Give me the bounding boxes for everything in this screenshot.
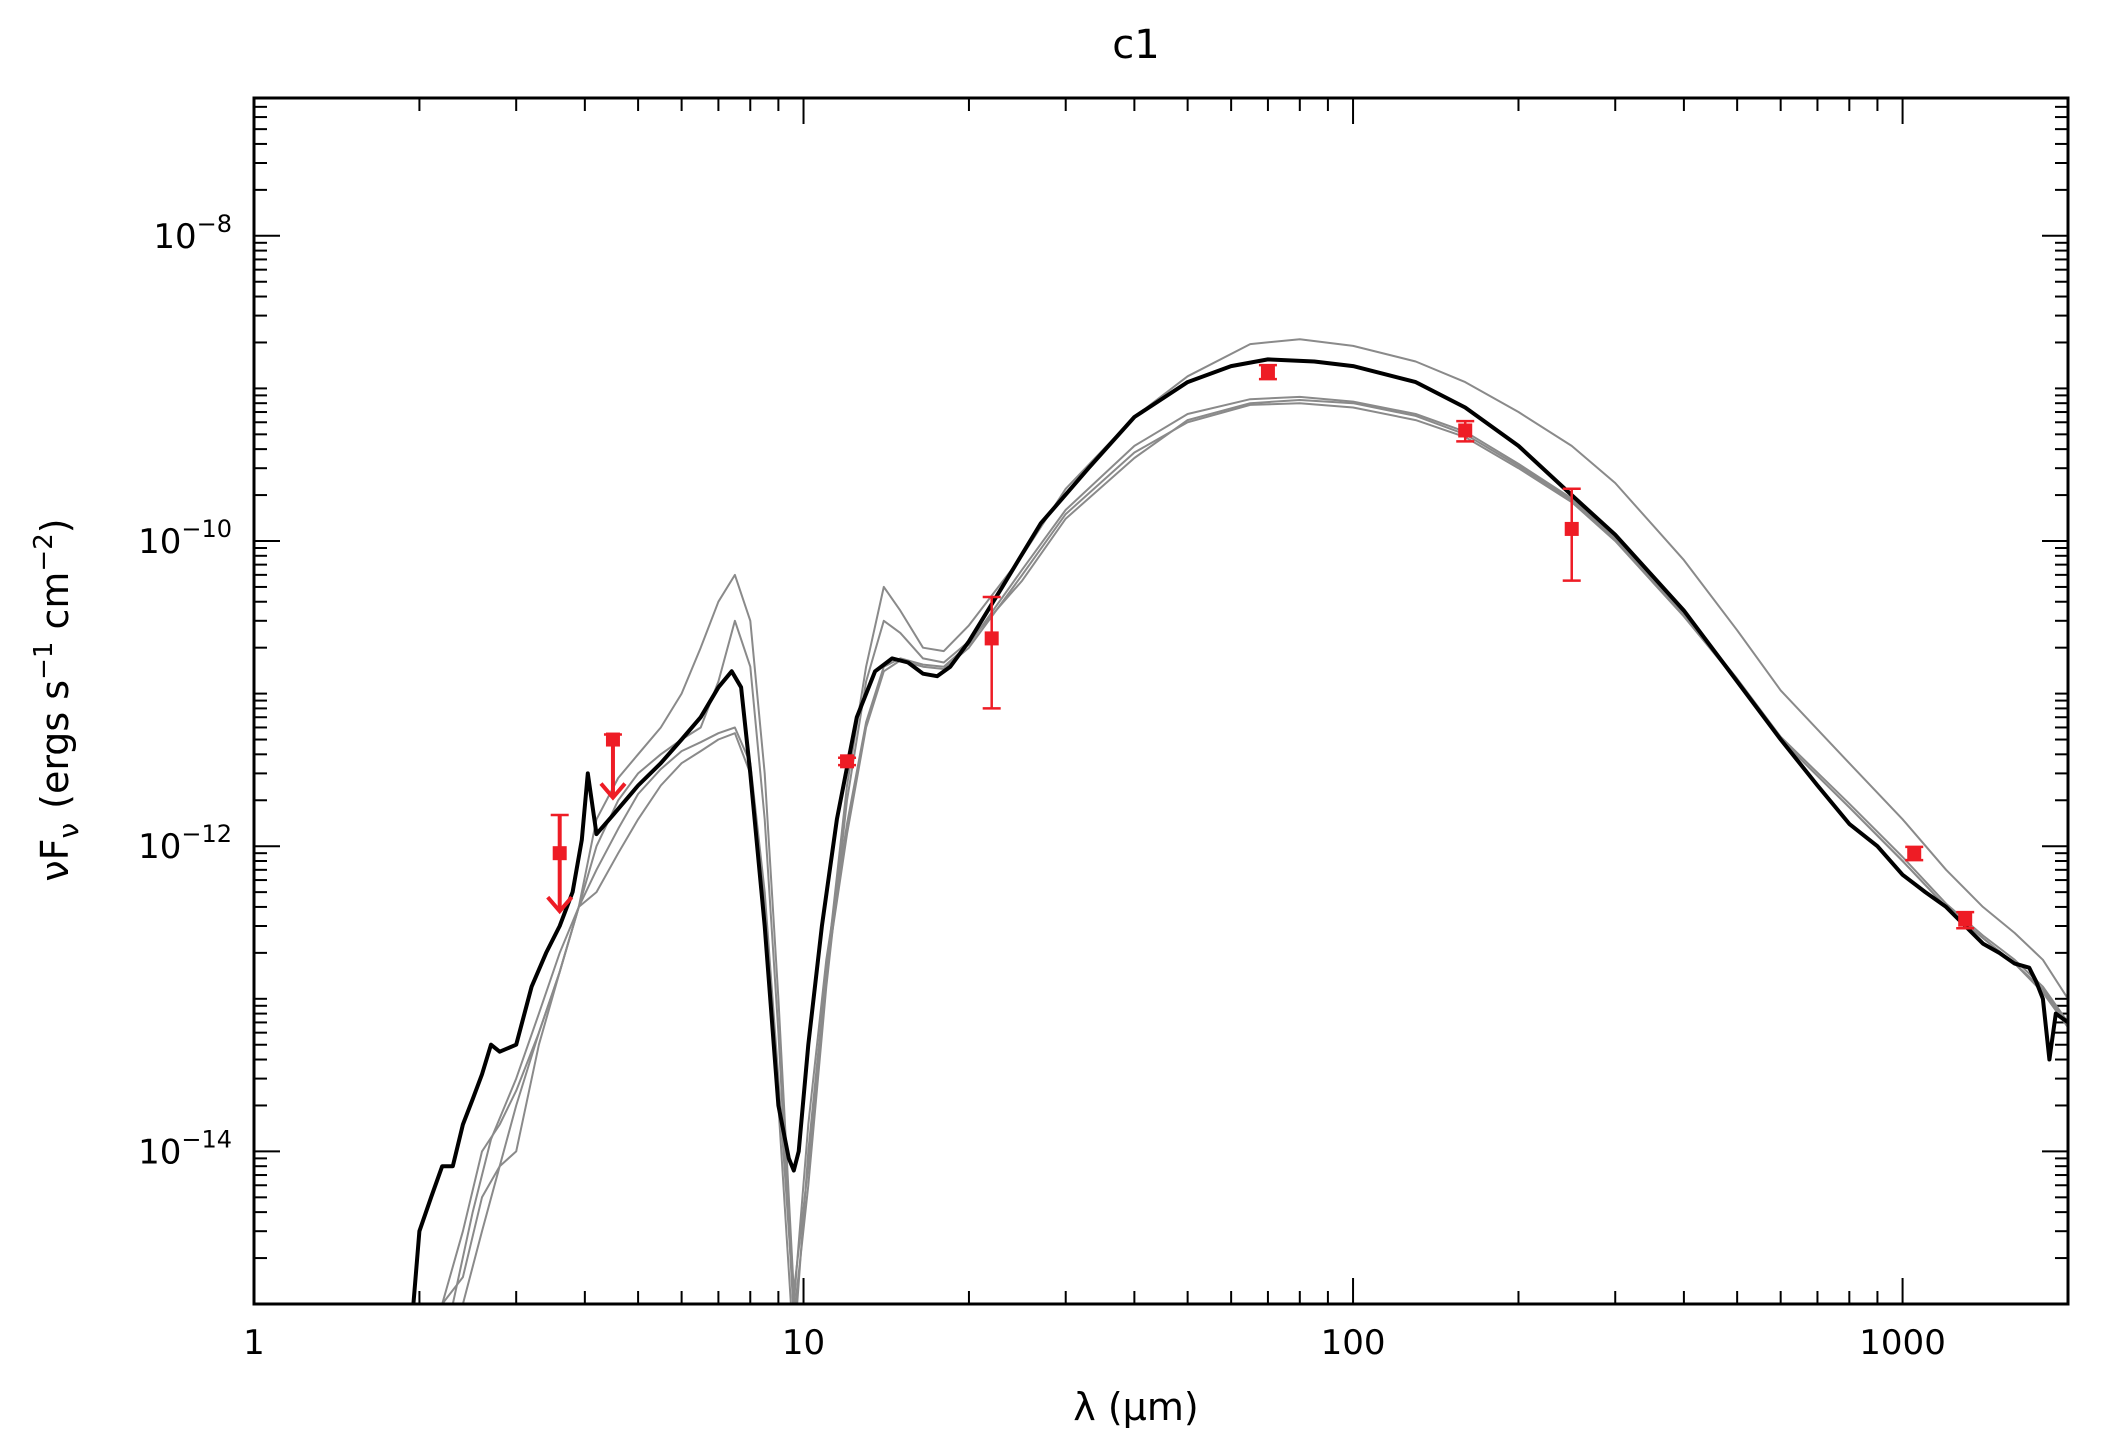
x-tick-label: 1 bbox=[243, 1323, 265, 1363]
y-axis-subscript: ν bbox=[52, 823, 85, 839]
data-point bbox=[1907, 846, 1922, 861]
model-fit-curve bbox=[441, 399, 2068, 1304]
y-tick-base: 10 bbox=[138, 827, 181, 867]
x-tick-label: 10 bbox=[782, 1323, 825, 1363]
other-fit-curves bbox=[441, 338, 2068, 1304]
tick-marks bbox=[253, 97, 2069, 1305]
y-axis-main: νF bbox=[33, 839, 77, 882]
data-point bbox=[840, 754, 855, 769]
data-point bbox=[605, 732, 620, 747]
data-point bbox=[1958, 912, 1973, 927]
upper-limit-arrow-head bbox=[546, 895, 574, 915]
y-tick-exponent: −10 bbox=[181, 515, 232, 543]
y-tick-label: 10−10 bbox=[138, 515, 232, 562]
y-axis-units-mid: cm bbox=[33, 572, 77, 642]
data-point bbox=[552, 846, 567, 861]
data-point bbox=[1260, 364, 1275, 379]
y-tick-exponent: −12 bbox=[181, 820, 232, 848]
data-point bbox=[984, 631, 999, 646]
best-fit-curve-group bbox=[411, 357, 2068, 1304]
model-fit-curve bbox=[451, 395, 2068, 1304]
y-tick-base: 10 bbox=[153, 217, 196, 257]
y-tick-base: 10 bbox=[138, 1132, 181, 1172]
y-tick-exponent: −8 bbox=[197, 210, 232, 238]
x-axis-title: λ (μm) bbox=[1073, 1385, 1198, 1429]
y-axis-units-exp1: −1 bbox=[29, 642, 59, 680]
model-fit-curve bbox=[441, 338, 2068, 1304]
x-tick-labels: 1 10 100 1000 bbox=[243, 1323, 1946, 1363]
best-fit-curve bbox=[411, 357, 2068, 1304]
model-fit-curve bbox=[461, 402, 2068, 1304]
y-axis-units-end: ) bbox=[33, 518, 77, 533]
data-points bbox=[546, 363, 1975, 930]
upper-limit-arrow-head bbox=[599, 782, 627, 801]
y-tick-label: 10−14 bbox=[138, 1125, 232, 1172]
y-tick-exponent: −14 bbox=[181, 1125, 232, 1153]
data-point bbox=[1458, 423, 1473, 438]
x-tick-label: 1000 bbox=[1859, 1323, 1946, 1363]
y-axis-title: νFν (ergs s−1 cm−2) bbox=[29, 518, 85, 881]
data-point bbox=[1564, 521, 1579, 536]
y-tick-label: 10−8 bbox=[153, 210, 232, 257]
chart-title: c1 bbox=[1112, 22, 1159, 68]
y-tick-base: 10 bbox=[138, 522, 181, 562]
y-axis-units-exp2: −2 bbox=[29, 533, 59, 571]
plot-frame bbox=[252, 96, 2070, 1306]
y-tick-label: 10−12 bbox=[138, 820, 232, 867]
y-axis-units: (ergs s bbox=[33, 680, 77, 809]
x-tick-label: 100 bbox=[1321, 1323, 1386, 1363]
